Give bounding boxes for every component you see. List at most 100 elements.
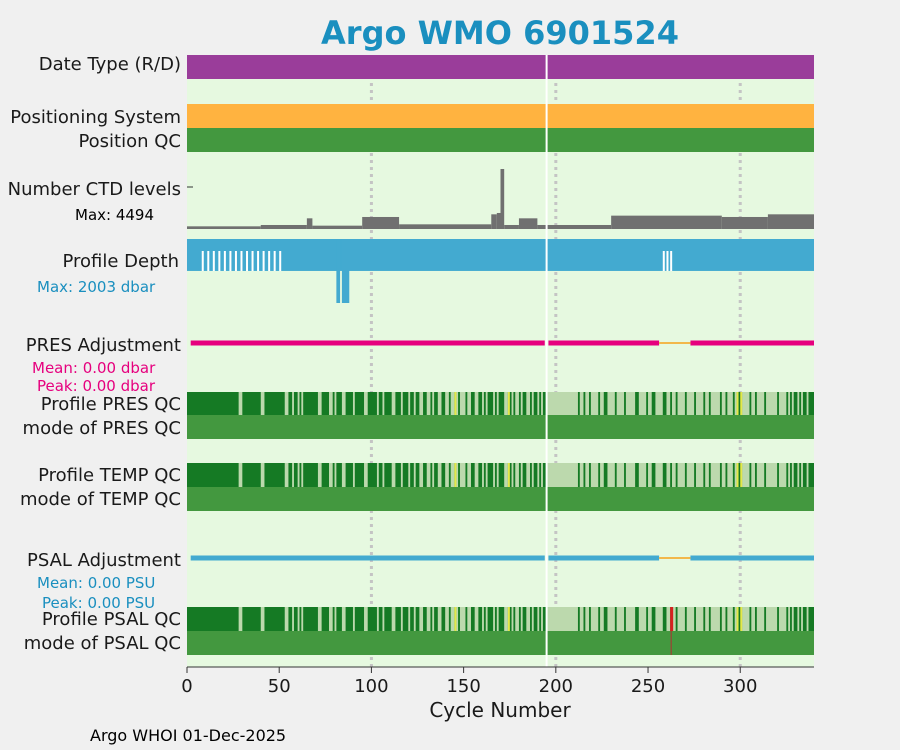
ctd-bar-8 (500, 169, 505, 229)
temp-qc-stripe-light-56 (705, 463, 709, 487)
psal-qc-stripe-light-54 (686, 607, 695, 631)
ctd-bar-13 (721, 216, 768, 229)
temp-qc-stripe-light-6 (317, 463, 322, 487)
temp-qc-stripe-light-30 (493, 463, 495, 487)
psal-qc-stripe-light-29 (485, 607, 488, 631)
temp-qc-stripe-light-17 (413, 463, 416, 487)
ctd-bar-12 (611, 215, 722, 229)
pres-qc-stripe-light-2 (284, 392, 289, 415)
ctd-bar-5 (399, 224, 492, 229)
temp-qc-stripe-light-16 (408, 463, 411, 487)
pres-qc-stripe-light-55 (695, 392, 704, 415)
pres-qc-stripe-light-41 (579, 392, 584, 415)
pres-qc-stripe-light-18 (419, 392, 424, 415)
pres-qc-stripe-light-17 (413, 392, 416, 415)
temp-qc-stripe-light-41 (579, 463, 584, 487)
temp-qc-stripe-light-65 (778, 463, 787, 487)
row-label-positioning: Positioning System (10, 107, 181, 128)
pres-qc-stripe-light-34 (515, 392, 519, 415)
ctd-bar-10 (518, 218, 538, 229)
pres-qc-stripe-light-10 (352, 392, 355, 415)
x-tick-label-250: 250 (631, 676, 665, 697)
pres-qc-stripe-light-31 (496, 392, 499, 415)
x-axis: 0 50 100 150 200 250 300 (181, 666, 814, 697)
temp-qc-stripe-light-21 (437, 463, 442, 487)
temp-qc-stripe-light-2 (284, 463, 289, 487)
psal-qc-stripe-light-23 (450, 607, 455, 631)
pres-qc-stripe-light-40 (546, 392, 578, 415)
depth-notch-38 (257, 251, 260, 271)
depth-notch-8 (201, 251, 204, 271)
pres-qc-stripe-light-44 (600, 392, 604, 415)
x-tick-label-0: 0 (181, 676, 192, 697)
temp-qc-stripe-light-11 (364, 463, 368, 487)
temp-qc-stripe-light-23 (450, 463, 455, 487)
temp-qc-stripe-light-35 (520, 463, 523, 487)
depth-notch-35 (251, 251, 254, 271)
pres-qc-stripe-light-57 (710, 392, 720, 415)
psal-qc-stripe-light-64 (766, 607, 778, 631)
pres-qc-stripe-light-14 (391, 392, 396, 415)
temp-qc-stripe-light-28 (482, 463, 484, 487)
pres-qc-stripe-light-63 (756, 392, 765, 415)
pres-qc-stripe-light-29 (485, 392, 488, 415)
x-tick-label-100: 100 (354, 676, 388, 697)
psal-qc-stripe-light-20 (432, 607, 435, 631)
pres-qc-stripe-light-4 (297, 392, 300, 415)
pres-qc-stripe-light-5 (301, 392, 304, 415)
psal-mode-qc-band (187, 631, 814, 655)
temp-qc-stripe-light-66 (788, 463, 791, 487)
date-type-band (187, 55, 814, 79)
temp-qc-stripe-base (187, 463, 814, 487)
row-label-ctd-levels: Number CTD levels (8, 179, 181, 200)
psal-qc-stripe-light-51 (666, 607, 671, 631)
psal-qc-stripe-light-68 (797, 607, 800, 631)
pres-qc-stripe-light-15 (400, 392, 403, 415)
temp-qc-stripe-light-62 (751, 463, 755, 487)
x-tick-label-150: 150 (446, 676, 480, 697)
temp-qc-stripe-light-7 (328, 463, 333, 487)
pres-qc-stripe-light-36 (526, 392, 531, 415)
temp-qc-stripe-light-57 (710, 463, 720, 487)
temp-qc-stripe-light-8 (334, 463, 337, 487)
pres-qc-stripe-light-19 (426, 392, 431, 415)
pres-qc-stripe-yellow-174 (507, 392, 510, 415)
pres-qc-stripe-light-60 (734, 392, 737, 415)
temp-qc-stripe-light-50 (655, 463, 663, 487)
depth-notch-20 (223, 251, 226, 271)
pres-qc-stripe-light-39 (541, 392, 543, 415)
psal-qc-stripe-light-38 (537, 607, 540, 631)
temp-qc-stripe-light-51 (666, 463, 671, 487)
temp-qc-stripe-yellow-145 (454, 463, 457, 487)
psal-qc-stripe-light-39 (541, 607, 543, 631)
psal-qc-stripe-light-17 (413, 607, 416, 631)
temp-qc-stripe-light-69 (801, 463, 803, 487)
psal-qc-stripe-light-44 (600, 607, 604, 631)
temp-qc-stripe-light-68 (797, 463, 800, 487)
depth-notch-47 (273, 251, 276, 271)
temp-qc-stripe-light-45 (607, 463, 615, 487)
temp-mode-qc-band (187, 487, 814, 511)
psal-qc-stripe-light-12 (376, 607, 379, 631)
psal-qc-stripe-light-70 (806, 607, 809, 631)
row-label-mode-pres-qc: mode of PRES QC (23, 418, 181, 439)
psal-qc-stripe-light-5 (301, 607, 304, 631)
psal-qc-stripe-light-52 (672, 607, 676, 631)
pres-qc-stripe-light-46 (616, 392, 625, 415)
pres-qc-stripe-light-66 (788, 392, 791, 415)
pres-qc-stripe-light-68 (797, 392, 800, 415)
temp-qc-stripe-light-13 (382, 463, 385, 487)
temp-qc-stripe-yellow-298 (736, 463, 739, 487)
row-label-mode-temp-qc: mode of TEMP QC (20, 489, 181, 510)
psal-qc-stripe-light-57 (710, 607, 720, 631)
temp-qc-stripe-light-20 (432, 463, 435, 487)
position-qc-band (187, 128, 814, 152)
pres-qc-stripe-light-53 (677, 392, 685, 415)
ctd-bar-7 (496, 212, 501, 229)
x-tick-label-200: 200 (539, 676, 573, 697)
temp-qc-stripe-light-4 (297, 463, 300, 487)
psal-qc-stripe-light-28 (482, 607, 484, 631)
psal-qc-stripe-light-40 (546, 607, 578, 631)
psal-qc-stripe-light-14 (391, 607, 396, 631)
pres-qc-stripe-light-21 (437, 392, 442, 415)
